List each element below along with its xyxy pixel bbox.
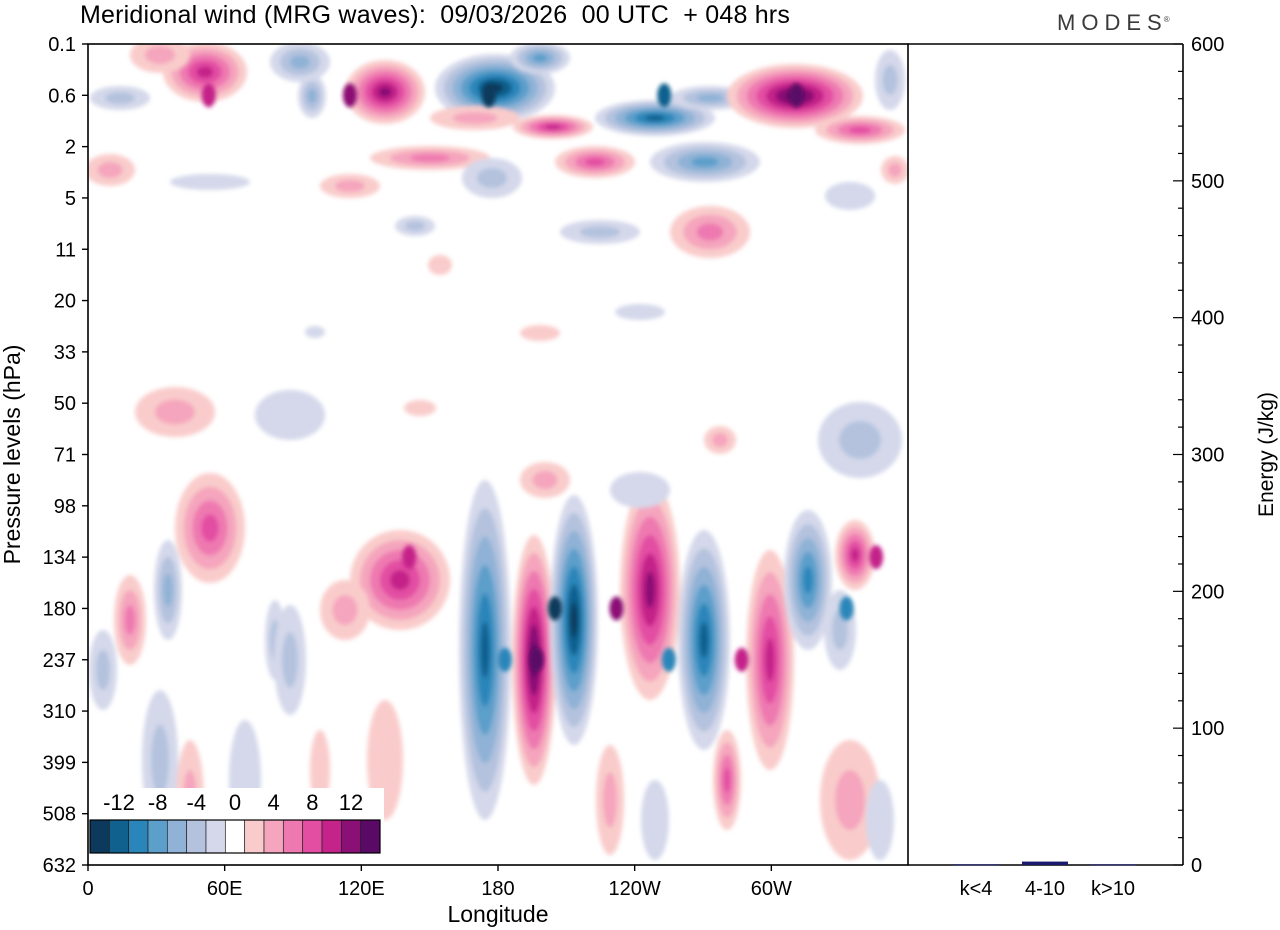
y-tick-label: 33: [54, 342, 76, 364]
y-tick-label: 20: [54, 291, 76, 313]
colorbar-swatch: [89, 819, 110, 854]
y-tick-label: 0.1: [48, 34, 76, 56]
y-tick-label: 180: [43, 598, 76, 620]
colorbar-label: 8: [306, 790, 318, 815]
colorbar-swatch: [224, 819, 246, 854]
chart-title: Meridional wind (MRG waves): 09/03/2026 …: [80, 1, 791, 29]
y-tick-label: 399: [43, 752, 76, 774]
energy-tick-label: 600: [1191, 34, 1224, 56]
colorbar-swatch: [147, 819, 168, 854]
feature-cores: [201, 83, 884, 672]
y-tick-label: 2: [65, 137, 76, 159]
x-tick-label: 60W: [751, 878, 792, 900]
x-axis-label: Longitude: [447, 901, 548, 927]
colorbar-swatch: [128, 819, 149, 854]
contour-field: [88, 44, 908, 860]
energy-bar: [1022, 861, 1068, 865]
y-tick-label: 71: [54, 445, 76, 467]
y-tick-label: 632: [43, 855, 76, 877]
colorbar-swatch: [108, 819, 130, 854]
colorbar-label: -8: [148, 790, 168, 815]
x-tick-label: 0: [82, 878, 93, 900]
x-tick-label: 120E: [338, 878, 385, 900]
energy-bar: [1090, 864, 1136, 866]
energy-tick-label: 0: [1191, 855, 1202, 877]
y-tick-label: 134: [43, 547, 76, 569]
feature-core: [734, 647, 749, 672]
colorbar-label: 4: [268, 790, 280, 815]
feature-core: [547, 596, 562, 621]
colorbar-swatch: [244, 819, 265, 854]
colorbar-swatch: [302, 819, 323, 854]
feature-core: [609, 596, 624, 621]
y-tick-label: 5: [65, 188, 76, 210]
energy-tick-label: 400: [1191, 308, 1224, 330]
feature-core: [661, 647, 676, 672]
feature-core: [657, 83, 672, 108]
colorbar-swatch: [321, 819, 342, 854]
energy-panel: 0 100 200 300 400 500 600 Energy (J/kg) k<4 4-10 k…: [908, 34, 1278, 900]
contour-blobs: [88, 44, 908, 860]
colorbar-label: -4: [187, 790, 207, 815]
x-tick-label: 120W: [609, 878, 661, 900]
y-axis-label: Pressure levels (hPa): [0, 345, 25, 565]
energy-tick-label: 300: [1191, 445, 1224, 467]
feature-core: [869, 545, 884, 570]
feature-core: [497, 647, 512, 672]
y-tick-label: 98: [54, 496, 76, 518]
registered-mark: ®: [1163, 14, 1170, 24]
y-tick-label: 11: [55, 239, 76, 261]
feature-core: [789, 83, 804, 108]
energy-tick-label: 200: [1191, 581, 1224, 603]
x-tick-label: 180: [481, 878, 514, 900]
main-axes: 0.1 0.6 2 5 11 20 33 50 71 98 134 180 237 310 399 508 63…: [0, 34, 909, 927]
colorbar-swatch: [360, 819, 381, 854]
y-tick-label: 237: [43, 650, 76, 672]
colorbar-swatch: [205, 819, 226, 854]
energy-bar: [953, 864, 999, 866]
colorbar-swatch: [186, 819, 207, 854]
colorbar-label: -12: [103, 790, 135, 815]
y-tick-label: 0.6: [48, 85, 76, 107]
brand-text: MODES: [1057, 10, 1168, 35]
colorbar-swatch: [340, 819, 362, 854]
energy-category-label: k<4: [960, 878, 993, 900]
y-tick-label: 50: [54, 393, 76, 415]
y-tick-label: 508: [43, 804, 76, 826]
energy-category-label: k>10: [1091, 878, 1135, 900]
colorbar-legend: -12 -8 -4 0 4 8 12: [88, 788, 384, 864]
colorbar-label: 12: [339, 790, 363, 815]
feature-core: [481, 83, 496, 108]
energy-axis-label: Energy (J/kg): [1255, 392, 1278, 517]
x-tick-label: 60E: [207, 878, 243, 900]
feature-core: [839, 596, 854, 621]
feature-core: [201, 83, 216, 108]
colorbar-frame: [89, 819, 381, 854]
feature-core: [402, 545, 417, 570]
modes-logo: MODES®: [1057, 10, 1170, 36]
energy-category-label: 4-10: [1025, 878, 1065, 900]
colorbar-swatch: [263, 819, 284, 854]
feature-core: [529, 647, 544, 672]
colorbar-swatch: [282, 819, 304, 854]
y-tick-label: 310: [43, 701, 76, 723]
feature-core: [342, 83, 357, 108]
energy-tick-label: 100: [1191, 718, 1224, 740]
colorbar-label: 0: [229, 790, 241, 815]
energy-tick-label: 500: [1191, 171, 1224, 193]
colorbar-swatch: [166, 819, 188, 854]
